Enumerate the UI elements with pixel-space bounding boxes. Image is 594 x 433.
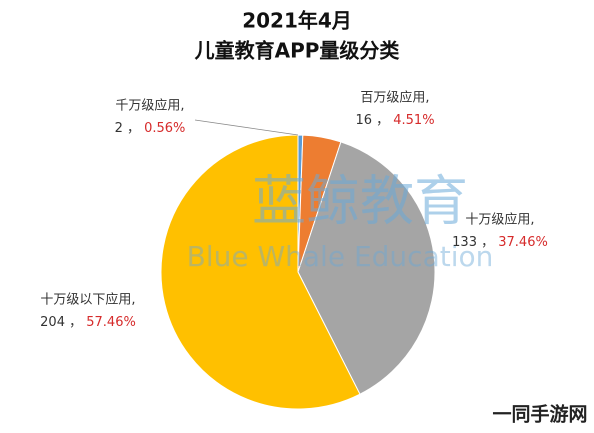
- footer: 一同手游网: [492, 403, 587, 426]
- leader-line: [194, 119, 299, 136]
- label-separator: ，: [477, 235, 498, 250]
- label-values: 133 ， 37.46%: [452, 235, 548, 250]
- label-separator: ，: [65, 315, 86, 330]
- pie: [160, 134, 436, 410]
- label-separator: ，: [123, 121, 144, 136]
- label-separator: ，: [372, 113, 393, 128]
- data-labels: 千万级应用, 2 ， 0.56% 百万级应用, 16 ， 4.51% 十万级应用, 133…: [40, 90, 548, 330]
- label-name: 十万级以下应用,: [40, 292, 135, 308]
- pie-slice: [160, 134, 361, 410]
- label-values: 2 ， 0.56%: [115, 121, 186, 136]
- label-count: 204: [40, 315, 65, 330]
- label-percent: 4.51%: [393, 113, 434, 128]
- watermark-title: 蓝鲸教育: [252, 170, 468, 233]
- label-percent: 0.56%: [144, 121, 185, 136]
- label-name: 千万级应用,: [115, 98, 184, 114]
- label-count: 133: [452, 235, 477, 250]
- pie-slice: [297, 141, 436, 395]
- label-count: 16: [355, 113, 372, 128]
- chart-subtitle: 儿童教育APP量级分类: [194, 39, 400, 63]
- label-name: 十万级应用,: [465, 212, 534, 228]
- label-count: 2: [115, 121, 123, 136]
- watermark-subtitle: Blue Whale Education: [187, 240, 494, 273]
- label-values: 204 ， 57.46%: [40, 315, 136, 330]
- label-name: 百万级应用,: [360, 90, 429, 106]
- chart-title: 2021年4月: [242, 9, 352, 33]
- label-percent: 57.46%: [86, 315, 136, 330]
- label-values: 16 ， 4.51%: [355, 113, 434, 128]
- label-percent: 37.46%: [498, 235, 548, 250]
